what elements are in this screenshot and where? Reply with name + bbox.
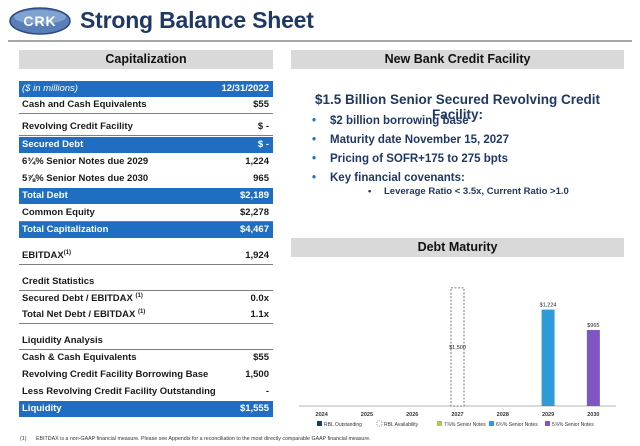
row-label: Common Equity xyxy=(22,207,95,218)
row-value: 1,924 xyxy=(245,250,269,261)
x-tick-label: 2026 xyxy=(406,412,418,418)
bullet-icon: • xyxy=(368,186,372,197)
company-logo: CRK xyxy=(9,7,71,35)
row-value: $55 xyxy=(253,99,269,110)
row-value: 965 xyxy=(253,173,269,184)
bank-credit-facility-header: New Bank Credit Facility xyxy=(291,50,624,69)
table-row-highlight: Liquidity $1,555 xyxy=(19,401,273,417)
page-title: Strong Balance Sheet xyxy=(80,7,314,33)
row-label: Secured Debt / EBITDAX (1) xyxy=(22,292,143,304)
x-tick-label: 2025 xyxy=(361,412,373,418)
x-tick-label: 2027 xyxy=(451,412,463,418)
row-value: $1,555 xyxy=(239,403,269,414)
svg-text:CRK: CRK xyxy=(23,13,56,29)
facility-title: $1.5 Billion Senior Secured Revolving Cr… xyxy=(314,92,601,122)
units-label: ($ in millions) xyxy=(22,83,78,94)
row-label: Secured Debt xyxy=(22,139,84,150)
row-label: Total Net Debt / EBITDAX (1) xyxy=(22,308,146,320)
row-label: Total Debt xyxy=(22,190,68,201)
legend-swatch xyxy=(489,421,494,426)
table-row: Cash and Cash Equivalents $55 xyxy=(19,97,273,114)
row-label: Cash & Cash Equivalents xyxy=(22,352,137,363)
row-value: $55 xyxy=(253,352,269,363)
row-value: $2,278 xyxy=(239,207,269,218)
legend-swatch xyxy=(545,421,550,426)
row-value: 1,224 xyxy=(245,156,269,167)
section-label: Liquidity Analysis xyxy=(22,335,103,346)
row-label: 6¾% Senior Notes due 2029 xyxy=(22,156,149,167)
legend-label: RBL Availability xyxy=(384,422,419,428)
footnote-number: (1) xyxy=(20,436,27,442)
bar-rbl-availability-2027 xyxy=(450,287,465,407)
section-label: Credit Statistics xyxy=(22,276,95,287)
row-label: Revolving Credit Facility Borrowing Base xyxy=(22,369,209,380)
table-row: Revolving Credit Facility $ - xyxy=(19,119,273,136)
table-row: Revolving Credit Facility Borrowing Base… xyxy=(19,367,273,383)
table-row: 6¾% Senior Notes due 2029 1,224 xyxy=(19,154,273,170)
row-label: Revolving Credit Facility xyxy=(22,121,133,132)
row-value: $ - xyxy=(257,139,269,150)
table-row: Cash & Cash Equivalents $55 xyxy=(19,350,273,366)
bullet-icon: • xyxy=(312,172,317,184)
table-row-highlight: Total Capitalization $4,467 xyxy=(19,222,273,238)
row-label: Less Revolving Credit Facility Outstandi… xyxy=(22,386,216,397)
table-row: Secured Debt / EBITDAX (1) 0.0x xyxy=(19,291,273,307)
x-tick-label: 2029 xyxy=(542,412,554,418)
legend-label: 6¾% Senior Notes xyxy=(496,422,538,428)
table-row-highlight: Secured Debt $ - xyxy=(19,137,273,153)
title-divider xyxy=(8,40,632,42)
row-label: Liquidity xyxy=(22,403,62,414)
bullet-icon: • xyxy=(312,115,317,127)
x-tick-label: 2024 xyxy=(316,412,329,418)
bullet-icon: • xyxy=(312,134,317,146)
row-label: Cash and Cash Equivalents xyxy=(22,99,147,110)
table-row: Common Equity $2,278 xyxy=(19,205,273,222)
row-value: - xyxy=(265,386,269,397)
row-value: 1.1x xyxy=(250,309,270,320)
legend-swatch xyxy=(376,420,383,427)
row-value: 1,500 xyxy=(245,369,269,380)
list-item: • Key financial covenants: xyxy=(312,172,465,184)
table-row: Credit Statistics xyxy=(19,274,273,291)
x-tick-label: 2028 xyxy=(497,412,509,418)
row-value: $4,467 xyxy=(239,224,269,235)
row-value: $2,189 xyxy=(239,190,269,201)
table-row: Liquidity Analysis xyxy=(19,333,273,350)
table-row-highlight: Total Debt $2,189 xyxy=(19,188,273,204)
footnote-text: EBITDAX is a non-GAAP financial measure.… xyxy=(36,436,371,442)
legend-label: 5⅞% Senior Notes xyxy=(552,422,594,428)
row-label: 5⅞% Senior Notes due 2030 xyxy=(22,173,149,184)
bar-5-senior-notes-2030 xyxy=(586,330,600,406)
bar-6-senior-notes-2029 xyxy=(541,309,555,406)
row-label: EBITDAX(1) xyxy=(22,249,72,261)
table-header-row: ($ in millions) 12/31/2022 xyxy=(19,81,273,97)
debt-maturity-chart: 2024 2025 2026 2027 $1,500 2028 2029 $1,224 2030… xyxy=(299,287,616,428)
x-tick-label: 2030 xyxy=(587,412,599,418)
legend-label: 7⅞% Senior Notes xyxy=(444,422,486,428)
sub-list-item: • Leverage Ratio < 3.5x, Current Ratio >1… xyxy=(368,186,569,197)
table-row: Less Revolving Credit Facility Outstandi… xyxy=(19,384,273,400)
list-item: • $2 billion borrowing base xyxy=(312,115,469,127)
capitalization-header: Capitalization xyxy=(19,50,273,69)
legend-swatch xyxy=(317,421,322,426)
table-row: Total Net Debt / EBITDAX (1) 1.1x xyxy=(19,307,273,324)
table-row: 5⅞% Senior Notes due 2030 965 xyxy=(19,171,273,187)
table-row: EBITDAX(1) 1,924 xyxy=(19,248,273,265)
data-label: $1,500 xyxy=(449,345,466,351)
data-label: $1,224 xyxy=(540,303,557,309)
date-column-header: 12/31/2022 xyxy=(221,83,269,94)
row-label: Total Capitalization xyxy=(22,224,109,235)
debt-maturity-header: Debt Maturity xyxy=(291,238,624,257)
bullet-icon: • xyxy=(312,153,317,165)
list-item: • Maturity date November 15, 2027 xyxy=(312,134,509,146)
row-value: $ - xyxy=(257,121,269,132)
list-item: • Pricing of SOFR+175 to 275 bpts xyxy=(312,153,508,165)
legend-label: RBL Outstanding xyxy=(324,422,362,428)
legend-swatch xyxy=(437,421,442,426)
data-label: $965 xyxy=(587,323,599,329)
row-value: 0.0x xyxy=(250,293,270,304)
